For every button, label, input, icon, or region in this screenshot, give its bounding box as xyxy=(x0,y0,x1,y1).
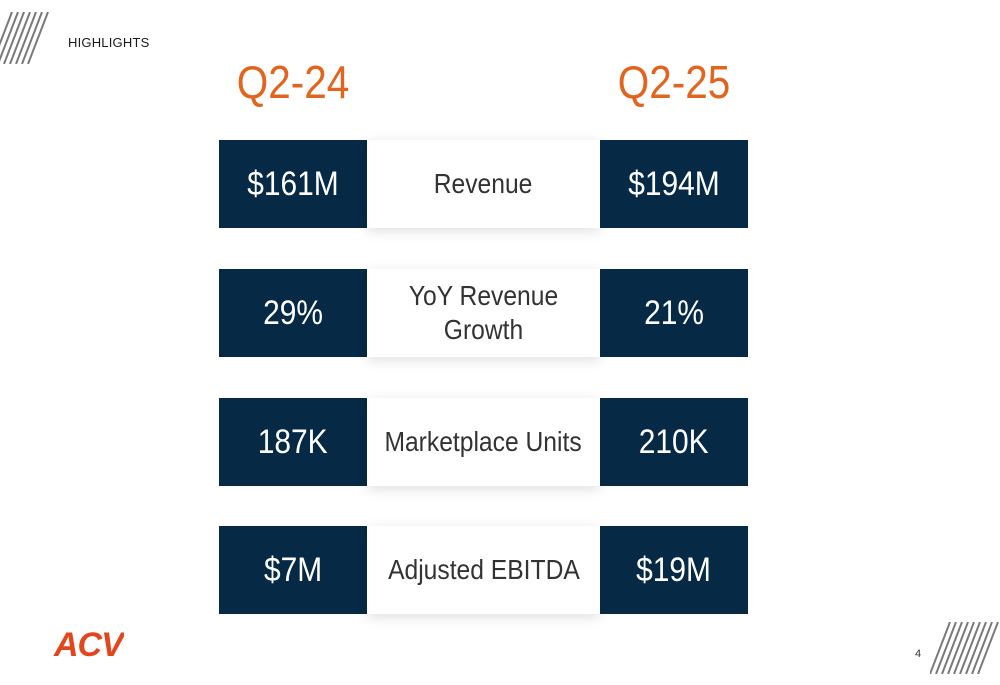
metric-row-marketplace-units: 187K Marketplace Units 210K xyxy=(219,398,748,486)
current-value: 210K xyxy=(639,422,709,461)
prior-value-box: 29% xyxy=(219,269,367,357)
prior-value-box: $161M xyxy=(219,140,367,228)
current-value-box: $194M xyxy=(600,140,748,228)
metric-row-revenue: $161M Revenue $194M xyxy=(219,140,748,228)
diagonal-stripes-icon xyxy=(930,622,999,674)
current-value-box: 210K xyxy=(600,398,748,486)
current-value: 21% xyxy=(644,293,704,332)
metric-label-box: Adjusted EBITDA xyxy=(367,526,600,614)
metric-label: YoY Revenue Growth xyxy=(408,280,559,345)
period-label-current: Q2-25 xyxy=(617,56,731,108)
section-title: HIGHLIGHTS xyxy=(68,35,150,50)
prior-value: 29% xyxy=(263,293,323,332)
diagonal-stripes-icon xyxy=(0,12,49,64)
metric-label-box: YoY Revenue Growth xyxy=(367,269,600,357)
current-value-box: $19M xyxy=(600,526,748,614)
current-value-box: 21% xyxy=(600,269,748,357)
prior-value: $7M xyxy=(263,550,323,589)
prior-value: $161M xyxy=(247,164,339,203)
current-value: $194M xyxy=(628,164,720,203)
prior-value-box: $7M xyxy=(219,526,367,614)
acv-logo: ACV xyxy=(53,626,124,662)
metric-label: Marketplace Units xyxy=(384,426,583,457)
metric-label-box: Revenue xyxy=(367,140,600,228)
page-number: 4 xyxy=(915,648,922,660)
metric-label-box: Marketplace Units xyxy=(367,398,600,486)
prior-value-box: 187K xyxy=(219,398,367,486)
current-value: $19M xyxy=(636,550,712,589)
metric-row-adjusted-ebitda: $7M Adjusted EBITDA $19M xyxy=(219,526,748,614)
metric-label: Adjusted EBITDA xyxy=(387,554,580,585)
metric-row-yoy-growth: 29% YoY Revenue Growth 21% xyxy=(219,269,748,357)
period-label-prior: Q2-24 xyxy=(236,56,350,108)
logo-text: ACV xyxy=(53,626,124,662)
metric-label: Revenue xyxy=(434,168,533,199)
prior-value: 187K xyxy=(258,422,328,461)
